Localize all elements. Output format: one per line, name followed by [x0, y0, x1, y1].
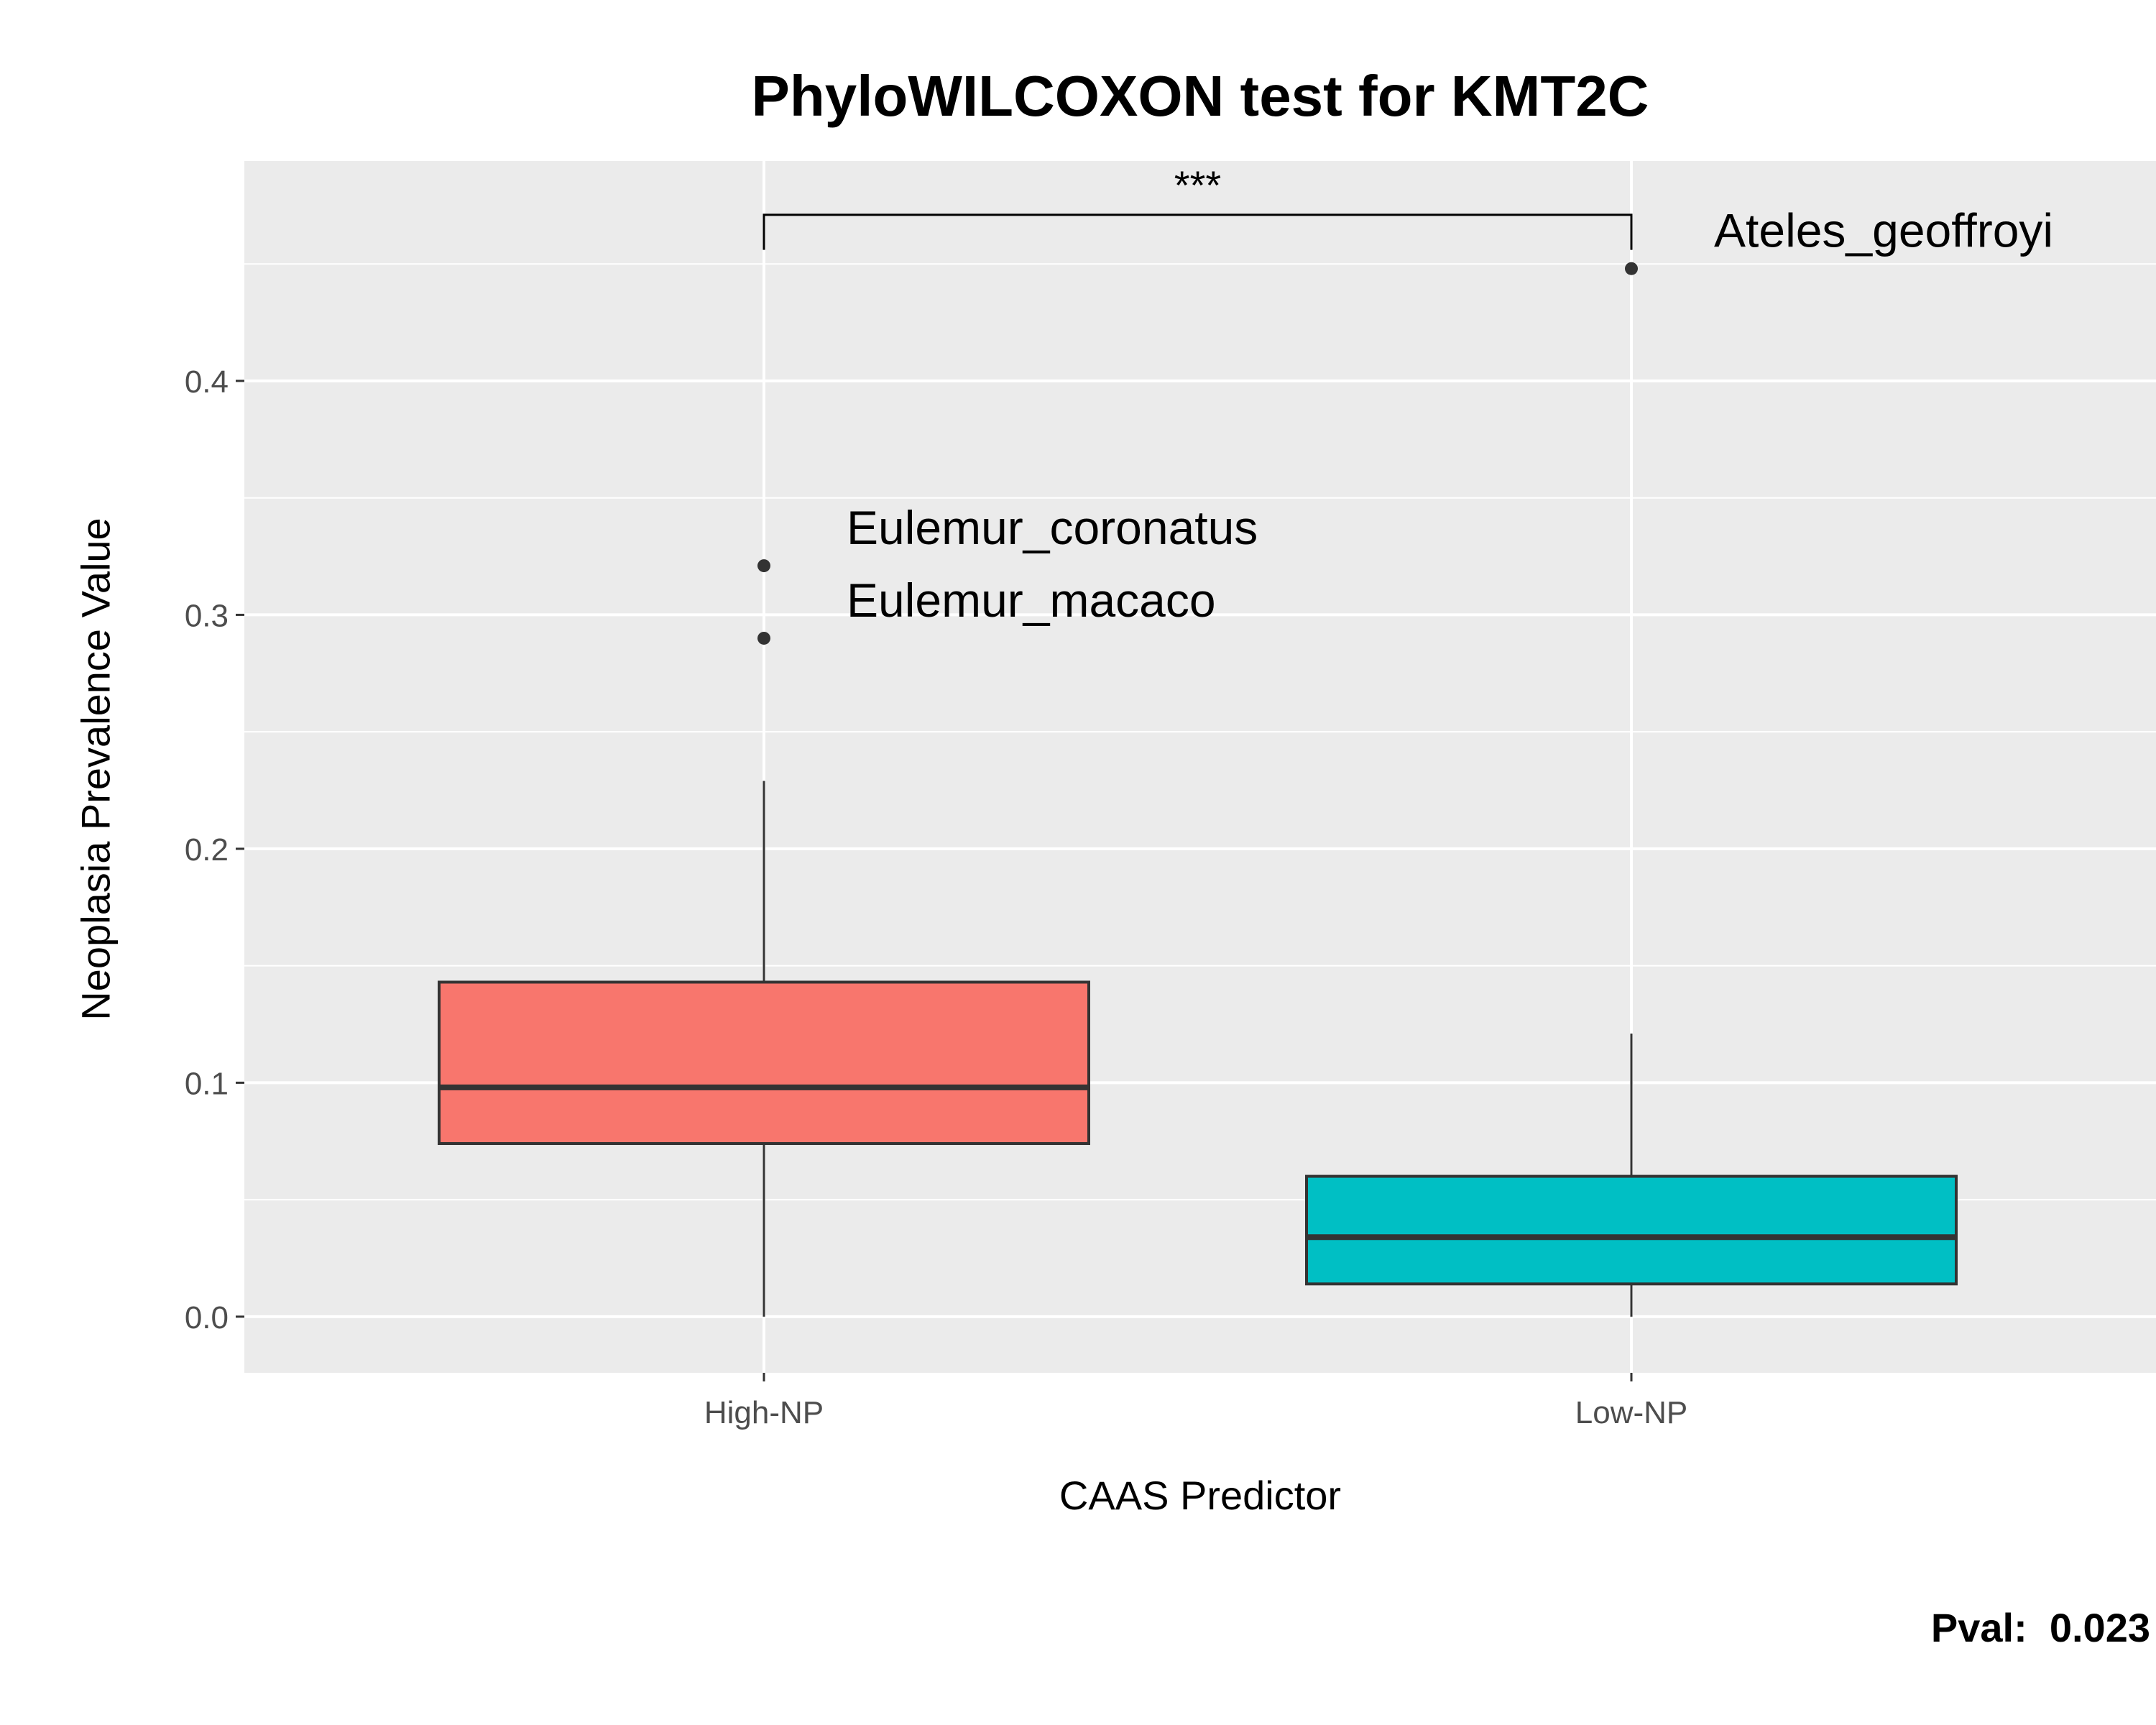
y-tick-label: 0.3 — [185, 598, 229, 633]
box-iqr — [1305, 1174, 1958, 1286]
outlier-label: Eulemur_macaco — [847, 574, 1216, 627]
x-axis-label: CAAS Predictor — [1059, 1473, 1342, 1518]
chart-title: PhyloWILCOXON test for KMT2C — [751, 64, 1649, 128]
y-tick-label: 0.0 — [185, 1300, 229, 1335]
outlier-label: Ateles_geoffroyi — [1714, 204, 2053, 257]
outlier-point — [757, 631, 770, 645]
axes: 0.0 0.1 0.2 0.3 0.4 High-NP Low-NP — [185, 364, 1687, 1430]
plot-panel — [244, 161, 2156, 1373]
box-iqr — [438, 980, 1090, 1146]
outlier-point — [1625, 262, 1638, 275]
x-tick-label: High-NP — [704, 1395, 824, 1430]
outlier-label: Eulemur_coronatus — [847, 501, 1258, 554]
y-tick-label: 0.1 — [185, 1066, 229, 1101]
annotations: Eulemur_coronatus Eulemur_macaco Ateles_ge… — [763, 162, 2053, 627]
significance-label: *** — [1174, 162, 1221, 208]
p-value-annotation: Pval: 0.023 — [1930, 1605, 2150, 1650]
x-tick-label: Low-NP — [1575, 1395, 1688, 1430]
box-high-np — [438, 559, 1090, 1317]
significance-bracket — [763, 213, 1633, 250]
y-axis-label: Neoplasia Prevalence Value — [73, 518, 119, 1021]
outlier-point — [757, 559, 770, 573]
box-low-np — [1305, 262, 1958, 1317]
boxes — [438, 262, 1958, 1317]
y-tick-label: 0.4 — [185, 364, 229, 400]
y-tick-label: 0.2 — [185, 832, 229, 868]
